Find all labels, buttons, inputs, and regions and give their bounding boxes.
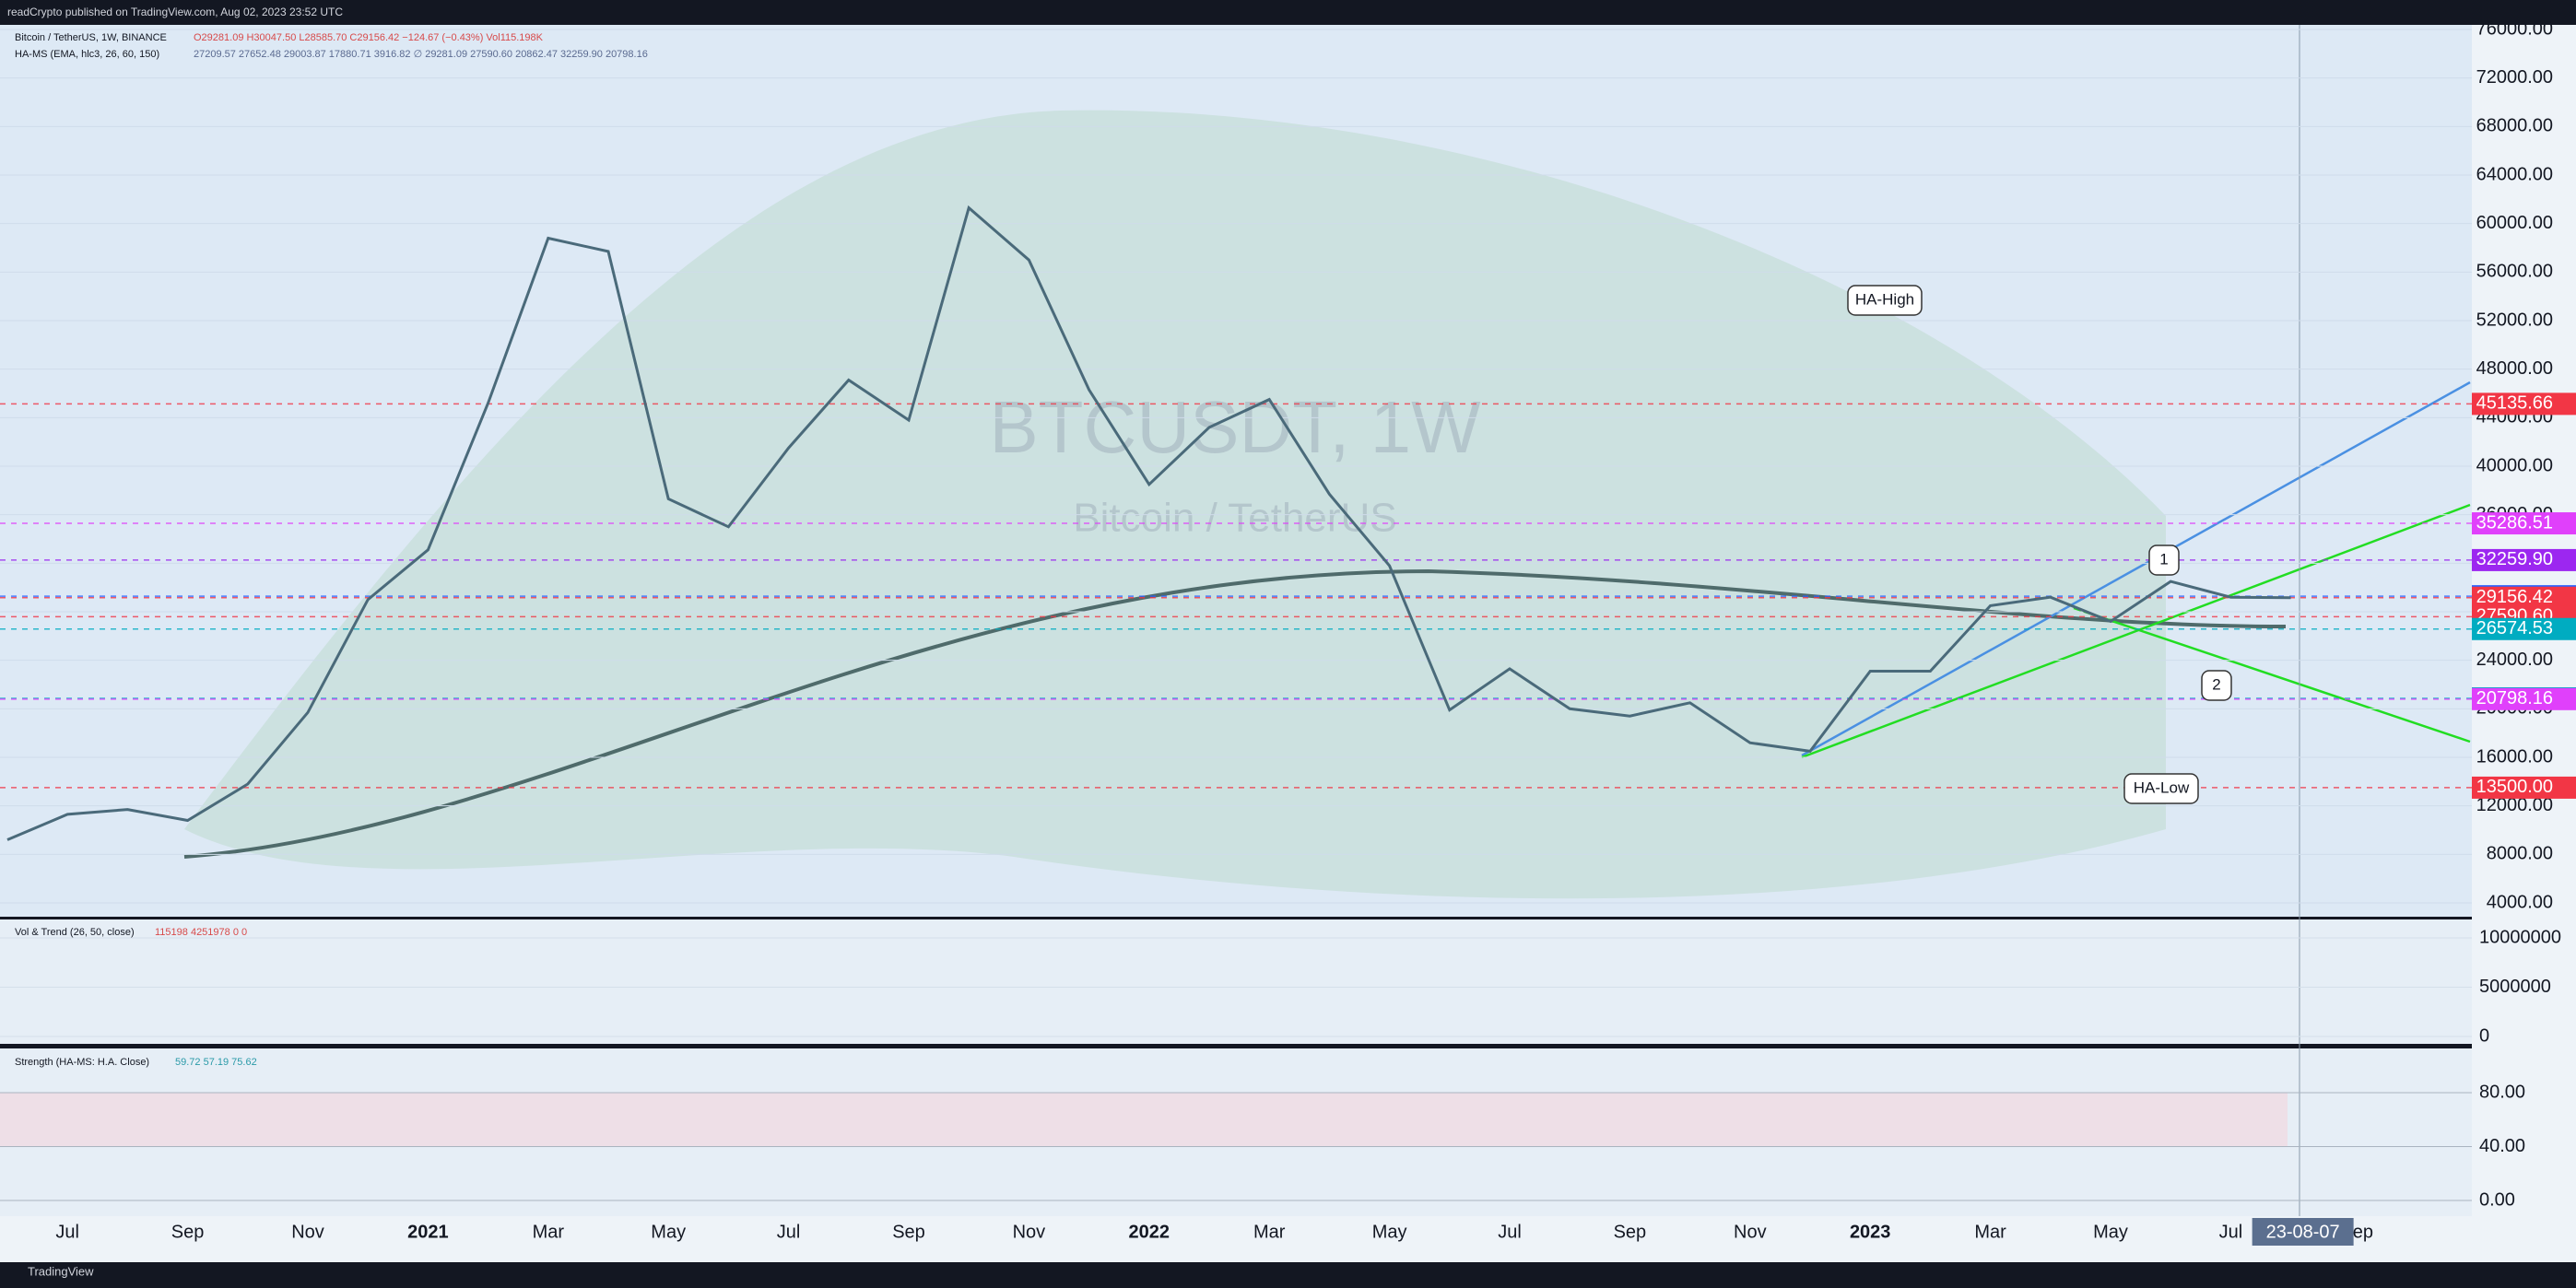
watermark: BTCUSDT, 1W [989, 386, 1481, 468]
price-label: 20798.16 [2476, 688, 2553, 708]
annotation: HA-High [1855, 290, 1914, 308]
x-tick-label: ep [2353, 1222, 2373, 1242]
trend-line [1801, 381, 2471, 757]
x-tick-label: May [1372, 1222, 1407, 1242]
volume-pane [0, 919, 2472, 1044]
price-label: 45135.66 [2476, 393, 2553, 414]
volume-legend-values: 115198 4251978 0 0 [155, 927, 247, 938]
annotation-box [2123, 773, 2199, 804]
price-label-box [2472, 548, 2576, 571]
price-label-box [2472, 512, 2576, 535]
y-tick-label: 4000.00 [2487, 892, 2553, 912]
y-tick-label: 10000000 [2479, 927, 2561, 947]
y-tick-label: 5000000 [2479, 977, 2551, 997]
x-tick-label: Sep [892, 1222, 925, 1242]
x-tick-label: Mar [1253, 1222, 1286, 1242]
x-tick-label: Sep [1614, 1222, 1647, 1242]
annotation: 1 [2159, 550, 2168, 568]
strength-legend: Strength (HA-MS: H.A. Close) [15, 1057, 149, 1068]
y-tick-label: 72000.00 [2476, 67, 2553, 88]
x-tick-label: Mar [1974, 1222, 2006, 1242]
price-label: 32259.90 [2476, 549, 2553, 569]
y-tick-label: 68000.00 [2476, 116, 2553, 136]
header: readCrypto published on TradingView.com,… [7, 6, 343, 18]
trend-line [2073, 606, 2471, 744]
annotation: HA-Low [2134, 779, 2190, 796]
y-tick-label: 8000.00 [2487, 844, 2553, 864]
x-tick-label: Nov [1013, 1222, 1046, 1242]
price-label: 29156.42 [2476, 587, 2553, 607]
legend-indicator-values: 27209.57 27652.48 29003.87 17880.71 3916… [194, 49, 648, 60]
main-pane [0, 25, 2472, 917]
annotation: 2 [2212, 675, 2220, 693]
price-label: 26574.53 [2476, 618, 2553, 638]
x-tick-label: Jul [1498, 1222, 1522, 1242]
price-label: 13500.00 [2476, 777, 2553, 797]
price-label-box [2472, 617, 2576, 640]
x-tick-label: Sep [171, 1222, 205, 1242]
y-tick-label: 52000.00 [2476, 310, 2553, 330]
moving-average [183, 568, 2287, 859]
x-tick-label: May [2093, 1222, 2128, 1242]
y-tick-label: 40.00 [2479, 1136, 2525, 1156]
y-tick-label: 48000.00 [2476, 358, 2553, 379]
footer: TradingView [28, 1264, 94, 1278]
price-label: 35286.51 [2476, 512, 2553, 533]
cloud [184, 110, 2166, 899]
price-label-box [2472, 687, 2576, 710]
x-tick-label: Nov [291, 1222, 324, 1242]
x-tick-label: Jul [777, 1222, 801, 1242]
price-label-box [2472, 776, 2576, 799]
y-tick-label: 0.00 [2479, 1189, 2515, 1210]
x-tick-label: Jul [55, 1222, 79, 1242]
y-tick-label: 64000.00 [2476, 164, 2553, 184]
volume-legend: Vol & Trend (26, 50, close) [15, 927, 135, 938]
legend-indicator: HA-MS (EMA, hlc3, 26, 60, 150) [15, 49, 159, 60]
x-tick-label: Jul [2219, 1222, 2243, 1242]
y-tick-label: 0 [2479, 1025, 2489, 1046]
y-tick-label: 76000.00 [2476, 18, 2553, 39]
x-tick-label: 2021 [407, 1222, 449, 1242]
time-cursor-box [2252, 1218, 2354, 1246]
x-tick-label: 23-08-07 [2266, 1222, 2340, 1242]
y-tick-label: 12000.00 [2476, 795, 2553, 815]
y-tick-label: 56000.00 [2476, 262, 2553, 282]
y-tick-label: 16000.00 [2476, 746, 2553, 767]
watermark: Bitcoin / TetherUS [1073, 496, 1396, 541]
y-tick-label: 60000.00 [2476, 213, 2553, 233]
price-line [6, 205, 2291, 841]
y-tick-label: 80.00 [2479, 1082, 2525, 1102]
legend-ohlc: O29281.09 H30047.50 L28585.70 C29156.42 … [194, 32, 544, 43]
x-tick-label: May [651, 1222, 686, 1242]
annotation-box [2201, 670, 2232, 701]
annotation-box [1847, 285, 1923, 316]
annotation-box [2148, 544, 2180, 576]
x-tick-label: Mar [533, 1222, 565, 1242]
time-axis [0, 1216, 2576, 1262]
trend-line [1801, 503, 2471, 759]
strength-legend-values: 59.72 57.19 75.62 [175, 1057, 257, 1068]
legend-symbol: Bitcoin / TetherUS, 1W, BINANCE [15, 32, 167, 43]
price-label-box [2472, 392, 2576, 416]
x-tick-label: Nov [1734, 1222, 1767, 1242]
x-tick-label: 2023 [1850, 1222, 1891, 1242]
x-tick-label: 2022 [1129, 1222, 1170, 1242]
y-tick-label: 40000.00 [2476, 455, 2553, 475]
y-tick-label: 24000.00 [2476, 650, 2553, 670]
strength-band [0, 1093, 2288, 1147]
